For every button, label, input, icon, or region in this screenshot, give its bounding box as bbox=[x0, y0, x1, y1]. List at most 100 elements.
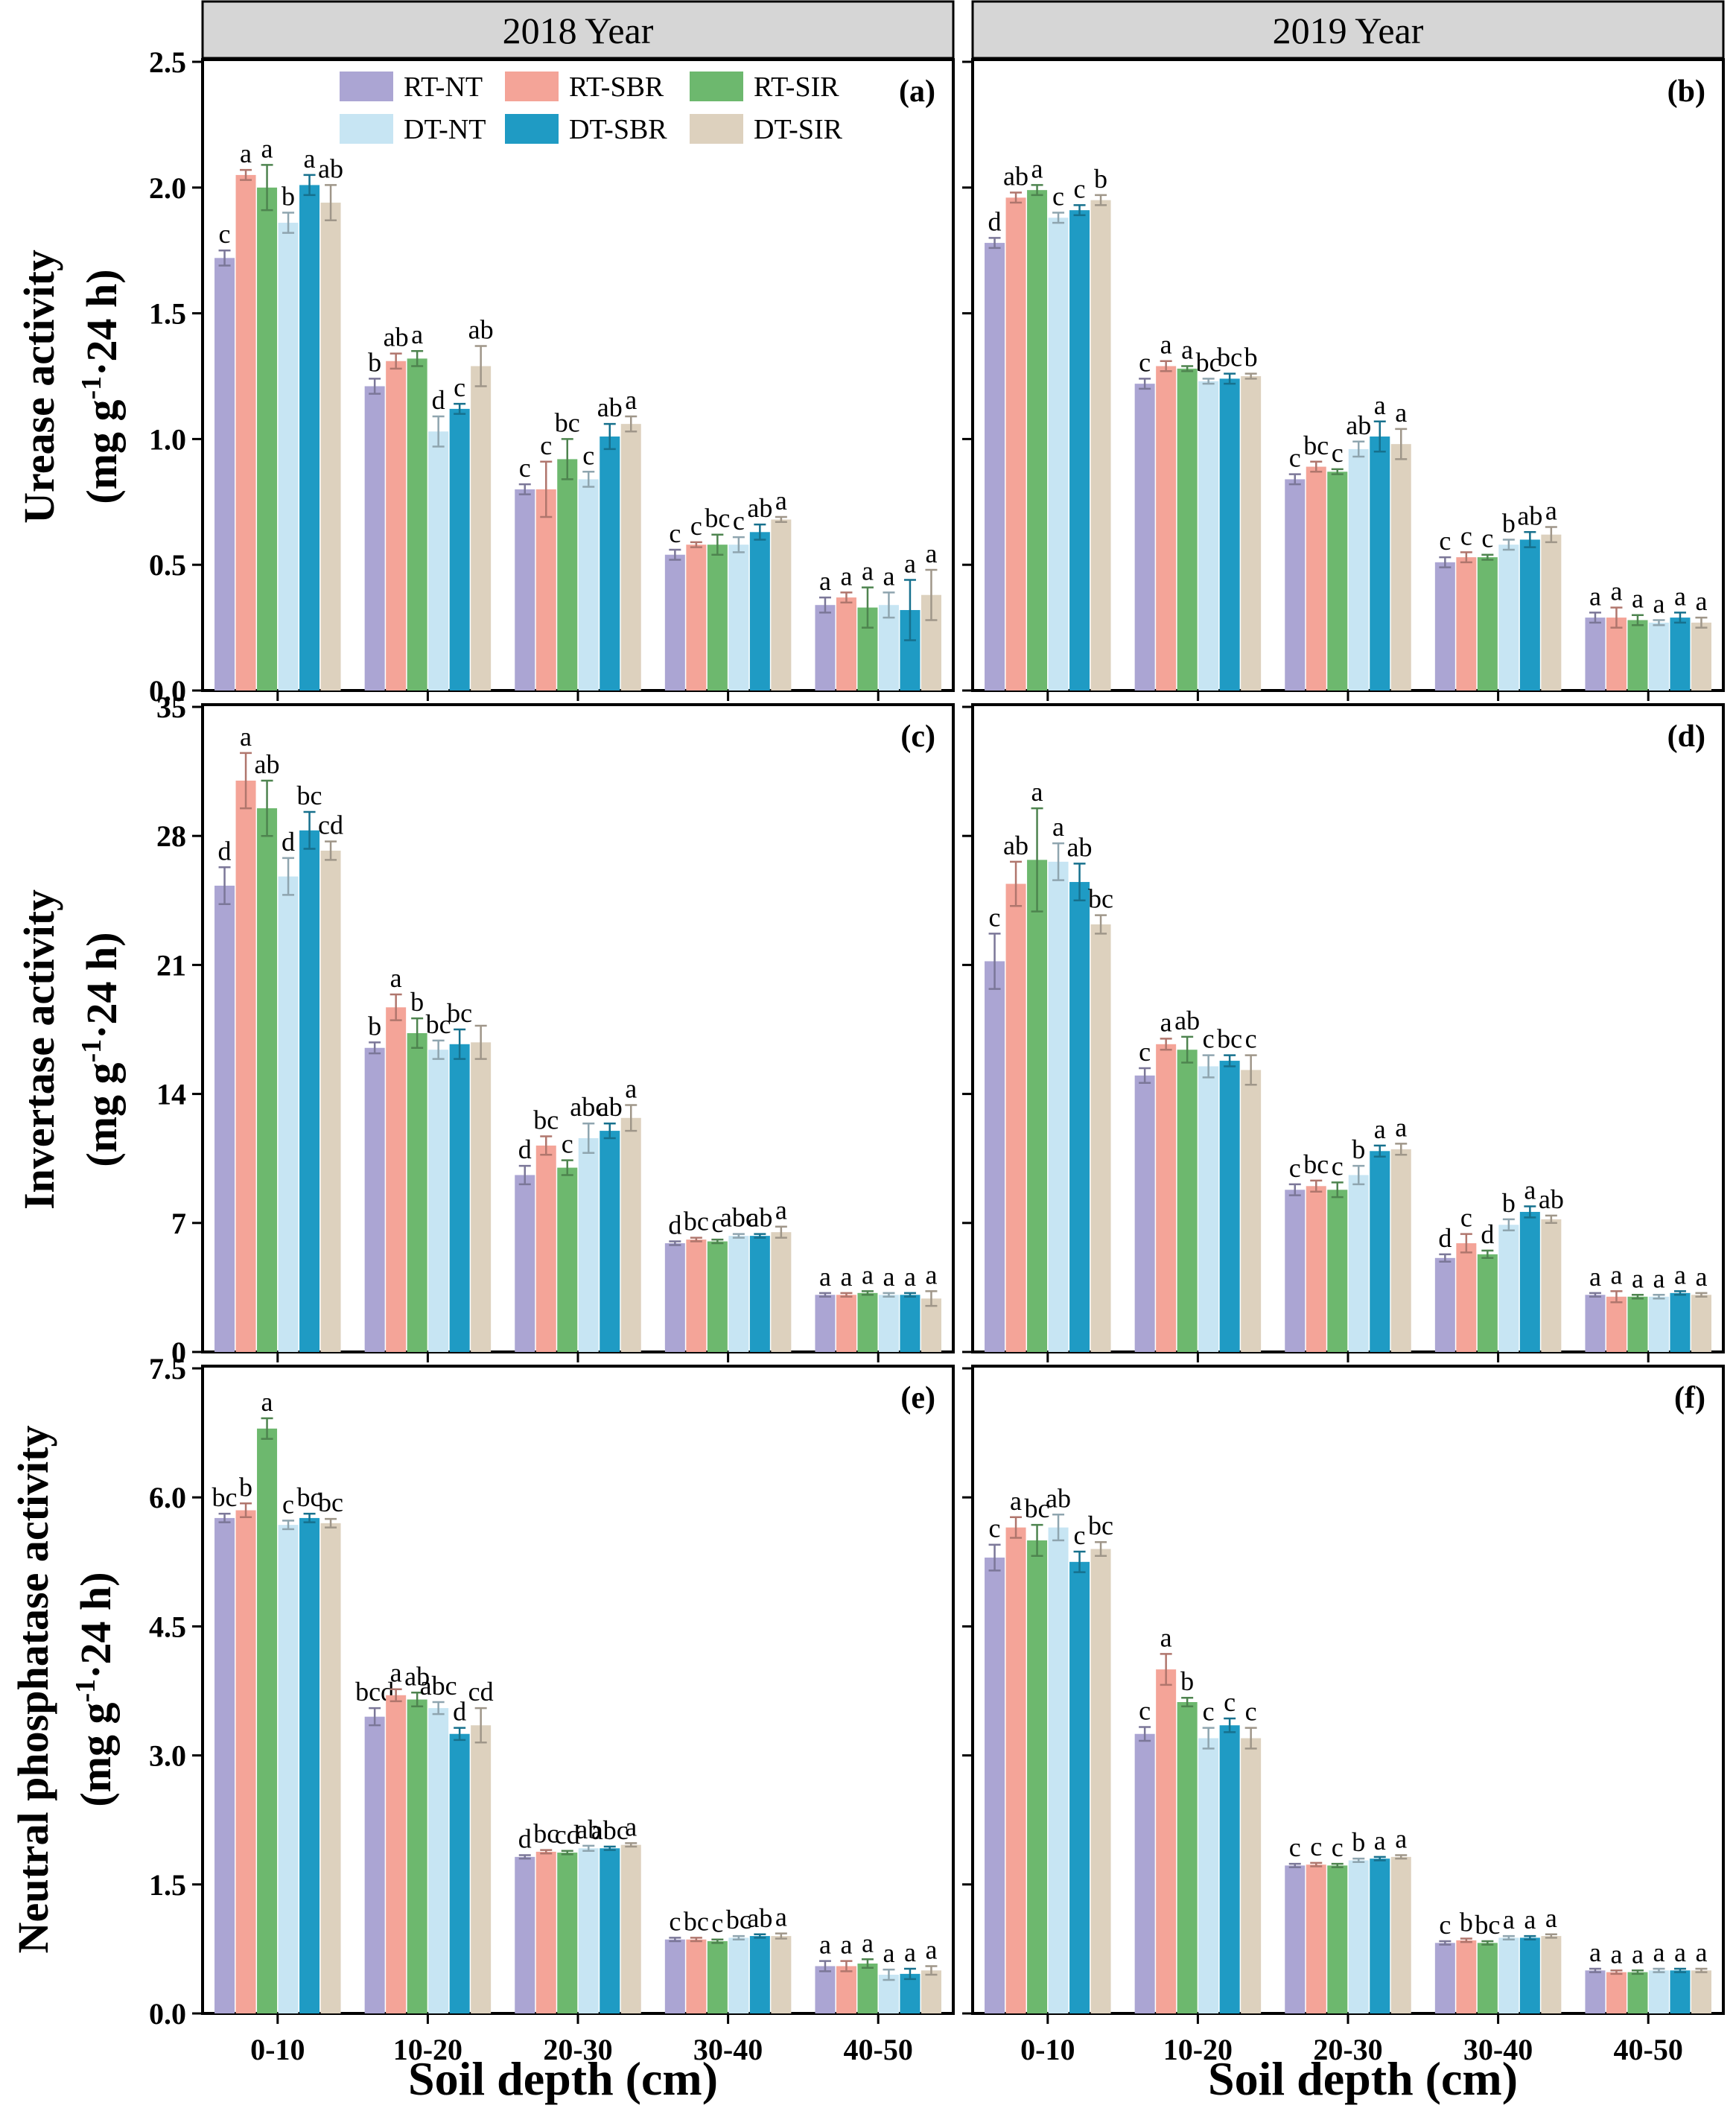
bar-rt-sbr bbox=[235, 1510, 256, 2013]
significance-letter: c bbox=[1289, 443, 1301, 473]
significance-letter: a bbox=[1632, 1939, 1644, 1969]
significance-letter: ab bbox=[1174, 1006, 1200, 1035]
significance-letter: a bbox=[1589, 1262, 1601, 1292]
significance-letter: a bbox=[261, 133, 273, 163]
x-tick-label: 20-30 bbox=[1313, 2033, 1382, 2066]
significance-letter: ab bbox=[468, 314, 494, 344]
significance-letter: abc bbox=[591, 1815, 629, 1845]
y-tick-label: 0.0 bbox=[149, 674, 186, 708]
significance-letter: a bbox=[625, 385, 637, 415]
significance-letter: a bbox=[625, 1812, 637, 1841]
significance-letter: bc bbox=[1475, 1910, 1500, 1940]
significance-letter: c bbox=[1332, 1832, 1344, 1862]
significance-letter: d bbox=[668, 1210, 681, 1240]
bar-dt-sir bbox=[1090, 924, 1111, 1352]
significance-letter: a bbox=[775, 486, 787, 515]
significance-letter: ab bbox=[1067, 832, 1093, 862]
bar-rt-nt bbox=[214, 258, 235, 691]
bar-dt-nt bbox=[1348, 1175, 1369, 1352]
significance-letter: a bbox=[1181, 334, 1193, 364]
bar-rt-sir bbox=[1627, 620, 1648, 691]
significance-letter: a bbox=[1010, 1486, 1022, 1516]
significance-letter: ab bbox=[318, 153, 343, 183]
significance-letter: a bbox=[1374, 390, 1386, 420]
bar-rt-sir bbox=[1027, 1540, 1048, 2013]
significance-letter: c bbox=[1074, 1520, 1086, 1550]
bar-rt-sbr bbox=[1606, 1972, 1627, 2013]
significance-letter: ab bbox=[576, 1815, 601, 1844]
y-tick-label: 0.0 bbox=[149, 1997, 186, 2031]
bar-dt-sbr bbox=[449, 1044, 470, 1352]
bar-dt-nt bbox=[728, 545, 749, 691]
bar-rt-nt bbox=[1134, 384, 1155, 691]
significance-letter: bc bbox=[1088, 1511, 1113, 1540]
significance-letter: bc bbox=[705, 504, 730, 533]
legend-item-dt-nt: DT-NT bbox=[340, 114, 486, 145]
year-header-left-text: 2018 Year bbox=[503, 10, 654, 51]
bar-rt-sir bbox=[857, 1964, 878, 2013]
significance-letter: ab bbox=[384, 323, 409, 352]
significance-letter: b bbox=[1352, 1827, 1365, 1857]
significance-letter: ab bbox=[747, 1203, 772, 1233]
significance-letter: a bbox=[862, 556, 874, 586]
x-tick-label: 0-10 bbox=[1020, 2033, 1075, 2066]
bar-dt-nt bbox=[1198, 381, 1219, 691]
significance-letter: a bbox=[1160, 1622, 1172, 1652]
x-axis-title-left: Soil depth (cm) bbox=[408, 2052, 718, 2105]
bar-rt-sbr bbox=[235, 780, 256, 1352]
y-tick-label: 0 bbox=[171, 1336, 186, 1369]
significance-letter: bc bbox=[1217, 343, 1242, 372]
significance-letter: bc bbox=[1303, 1149, 1329, 1179]
significance-letter: b bbox=[1352, 1134, 1365, 1164]
significance-letter: a bbox=[925, 1260, 937, 1289]
significance-letter: c bbox=[1310, 1832, 1322, 1861]
bar-rt-sbr bbox=[386, 361, 407, 691]
bar-rt-sbr bbox=[1306, 1186, 1326, 1352]
significance-letter: cd bbox=[318, 810, 343, 840]
bar-rt-nt bbox=[985, 243, 1005, 691]
bar-dt-sir bbox=[1541, 534, 1562, 691]
bar-dt-sbr bbox=[749, 1936, 770, 2013]
y-tick-label: 6.0 bbox=[149, 1481, 186, 1514]
y-title-invertase-line1: Invertase activity bbox=[15, 889, 63, 1210]
bar-dt-sir bbox=[620, 1117, 641, 1352]
significance-letter: a bbox=[1160, 1007, 1172, 1037]
bar-dt-nt bbox=[878, 1975, 899, 2013]
bar-rt-sir bbox=[1627, 1972, 1648, 2013]
legend-item-rt-sbr: RT-SBR bbox=[505, 72, 664, 103]
bar-rt-sir bbox=[1327, 1865, 1348, 2013]
significance-letter: c bbox=[1139, 1695, 1151, 1725]
significance-letter: a bbox=[1031, 153, 1043, 183]
significance-letter: a bbox=[390, 963, 402, 993]
x-tick-label: 0-10 bbox=[250, 2033, 305, 2066]
significance-letter: a bbox=[883, 561, 894, 591]
significance-letter: bc bbox=[555, 407, 580, 437]
bar-dt-nt bbox=[278, 1525, 299, 2013]
legend-label: DT-SBR bbox=[569, 114, 667, 145]
significance-letter: a bbox=[775, 1196, 787, 1225]
significance-letter: c bbox=[1332, 438, 1344, 468]
significance-letter: c bbox=[540, 431, 552, 460]
bar-rt-nt bbox=[364, 386, 385, 691]
significance-letter: a bbox=[1674, 1260, 1686, 1289]
significance-letter: c bbox=[989, 902, 1001, 932]
bar-rt-sir bbox=[1027, 860, 1048, 1352]
significance-letter: a bbox=[819, 1930, 831, 1960]
y-tick-label: 2.5 bbox=[149, 45, 186, 79]
significance-letter: c bbox=[1439, 526, 1451, 556]
bar-rt-nt bbox=[985, 1558, 1005, 2013]
significance-letter: a bbox=[1653, 1937, 1665, 1967]
bar-rt-sir bbox=[407, 358, 427, 691]
y-tick-label: 14 bbox=[156, 1078, 186, 1111]
bar-rt-sbr bbox=[686, 1239, 707, 1352]
significance-letter: d bbox=[988, 206, 1002, 236]
legend-item-dt-sir: DT-SIR bbox=[690, 114, 843, 145]
significance-letter: d bbox=[282, 827, 295, 857]
significance-letter: a bbox=[1524, 1905, 1536, 1934]
bar-rt-nt bbox=[214, 1517, 235, 2013]
bar-rt-sbr bbox=[535, 1145, 556, 1352]
year-header-left: 2018 Year bbox=[201, 0, 955, 60]
x-tick-label: 40-50 bbox=[1614, 2033, 1683, 2066]
bar-rt-sir bbox=[257, 187, 278, 691]
x-tick-label: 30-40 bbox=[1463, 2033, 1533, 2066]
